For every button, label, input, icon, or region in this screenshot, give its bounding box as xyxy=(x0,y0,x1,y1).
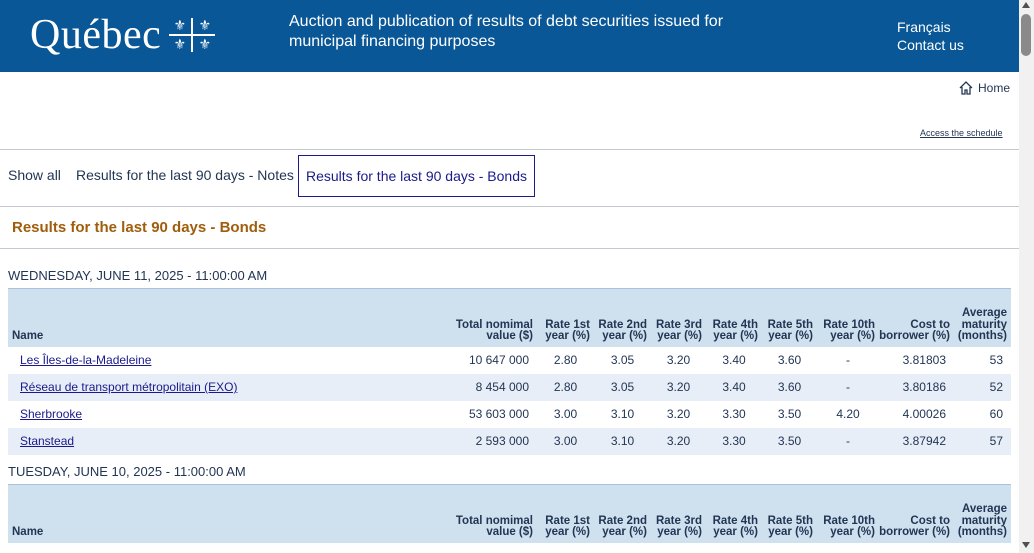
fleur-de-lis-flag-icon: ⚜ ⚜ ⚜ ⚜ xyxy=(169,18,216,52)
cell-cost: 3.80186 xyxy=(879,373,954,401)
cell-cost: 4.00026 xyxy=(902,407,946,421)
issuer-cell: Réseau de transport métropolitain (EXO) xyxy=(8,373,433,401)
table-row: Les Îles-de-la-Madeleine 10 647 000 2.80 3.… xyxy=(8,347,1011,374)
cell-r10: - xyxy=(846,353,850,367)
table-row: Réseau de transport métropolitain (EXO) 8… xyxy=(8,373,1011,401)
auction-date-heading: TUESDAY, JUNE 10, 2025 - 11:00:00 AM xyxy=(8,464,246,479)
table-row: Stanstead 2 593 000 3.00 3.10 3.20 3.30 3.50-3… xyxy=(8,427,1011,455)
cell-r4: 3.40 xyxy=(722,353,746,367)
column-header-r10: Rate 10th year (%) xyxy=(817,484,879,543)
cell-avg: 60 xyxy=(989,407,1003,421)
cell-total: 53 603 000 xyxy=(468,407,529,421)
cell-avg: 57 xyxy=(954,427,1011,455)
header-links: Français Contact us xyxy=(897,18,964,54)
cell-r10: 4.20 xyxy=(836,407,860,421)
column-header-total: Total nomimal value ($) xyxy=(433,288,537,347)
bonds-results-table: Name Total nomimal value ($) Rate 1st year… xyxy=(8,288,1011,455)
cell-r2: 3.05 xyxy=(594,373,651,401)
column-header-r2: Rate 2nd year (%) xyxy=(594,288,651,347)
site-title: Auction and publication of results of de… xyxy=(289,13,724,50)
cell-r4: 3.40 xyxy=(706,373,762,401)
column-header-r1: Rate 1st year (%) xyxy=(537,288,594,347)
cell-r5: 3.50 xyxy=(777,407,802,421)
cell-r3: 3.20 xyxy=(651,373,706,401)
table-header-row: Name Total nomimal value ($) Rate 1st year… xyxy=(8,288,1011,347)
home-icon xyxy=(959,81,973,95)
cell-r4: 3.30 xyxy=(722,407,746,421)
vertical-scrollbar[interactable] xyxy=(1019,0,1034,553)
logo-wordmark: Québec xyxy=(30,12,162,58)
cell-r5: 3.60 xyxy=(777,353,802,367)
column-header-r1: Rate 1st year (%) xyxy=(537,484,594,543)
scroll-thumb[interactable] xyxy=(1021,14,1031,56)
cell-r5: 3.50 xyxy=(762,427,817,455)
language-link[interactable]: Français xyxy=(897,19,951,35)
section-title: Results for the last 90 days - Bonds xyxy=(12,219,267,236)
table-header-row: Name Total nomimal value ($) Rate 1st year… xyxy=(8,484,1011,543)
site-header: Québec ⚜ ⚜ ⚜ ⚜ Auction and publication o… xyxy=(0,0,1019,72)
cell-r2: 3.05 xyxy=(610,353,635,367)
home-link[interactable]: Home xyxy=(958,80,1010,96)
issuer-cell: Stanstead xyxy=(8,427,433,455)
column-header-r10: Rate 10th year (%) xyxy=(817,288,879,347)
issuer-link[interactable]: Sherbrooke xyxy=(20,407,83,421)
cell-r10: - xyxy=(817,427,879,455)
cell-r4: 3.30 xyxy=(706,427,762,455)
cell-r2: 3.10 xyxy=(610,407,635,421)
schedule-link[interactable]: Access the schedule xyxy=(920,128,1003,138)
table-row: Sherbrooke 53 603 000 3.00 3.10 3.20 3.30 3.50… xyxy=(8,401,1011,428)
bonds-results-table: Name Total nomimal value ($) Rate 1st year… xyxy=(8,484,1011,543)
home-label: Home xyxy=(978,81,1011,95)
cell-r10: - xyxy=(817,373,879,401)
column-header-r5: Rate 5th year (%) xyxy=(762,484,817,543)
column-header-cost: Cost to borrower (%) xyxy=(879,288,954,347)
tab-bar: Show all Results for the last 90 days - … xyxy=(0,149,1019,207)
column-header-avg: Average maturity (months) xyxy=(954,288,1011,347)
cell-r3: 3.20 xyxy=(666,353,691,367)
column-header-r3: Rate 3rd year (%) xyxy=(651,484,706,543)
scroll-down-icon[interactable] xyxy=(1022,542,1030,548)
cell-total: 8 454 000 xyxy=(433,373,537,401)
column-header-r5: Rate 5th year (%) xyxy=(762,288,817,347)
column-header-name: Name xyxy=(8,288,433,347)
column-header-avg: Average maturity (months) xyxy=(954,484,1011,543)
column-header-r2: Rate 2nd year (%) xyxy=(594,484,651,543)
column-header-total: Total nomimal value ($) xyxy=(433,484,537,543)
quebec-logo[interactable]: Québec ⚜ ⚜ ⚜ ⚜ xyxy=(30,10,216,60)
scroll-up-icon[interactable] xyxy=(1022,2,1030,8)
auction-date-heading: WEDNESDAY, JUNE 11, 2025 - 11:00:00 AM xyxy=(8,268,268,283)
tab-show-all[interactable]: Show all xyxy=(8,167,61,183)
tab-notes[interactable]: Results for the last 90 days - Notes xyxy=(76,167,294,183)
column-header-r4: Rate 4th year (%) xyxy=(706,484,762,543)
cell-cost: 3.81803 xyxy=(902,353,946,367)
issuer-cell: Sherbrooke xyxy=(8,401,433,428)
cell-avg: 52 xyxy=(954,373,1011,401)
issuer-cell: Les Îles-de-la-Madeleine xyxy=(8,347,433,374)
cell-r1: 2.80 xyxy=(553,353,578,367)
cell-r1: 2.80 xyxy=(537,373,594,401)
issuer-link[interactable]: Stanstead xyxy=(20,434,75,448)
issuer-link[interactable]: Réseau de transport métropolitain (EXO) xyxy=(20,380,238,394)
contact-link[interactable]: Contact us xyxy=(897,37,964,53)
cell-total: 10 647 000 xyxy=(468,353,529,367)
cell-r1: 3.00 xyxy=(537,427,594,455)
cell-r5: 3.60 xyxy=(762,373,817,401)
tab-bonds[interactable]: Results for the last 90 days - Bonds xyxy=(298,155,535,197)
cell-r3: 3.20 xyxy=(666,407,691,421)
issuer-link[interactable]: Les Îles-de-la-Madeleine xyxy=(20,353,152,367)
cell-avg: 53 xyxy=(989,353,1003,367)
divider xyxy=(0,248,1019,249)
column-header-r3: Rate 3rd year (%) xyxy=(651,288,706,347)
cell-cost: 3.87942 xyxy=(879,427,954,455)
cell-r1: 3.00 xyxy=(553,407,578,421)
column-header-cost: Cost to borrower (%) xyxy=(879,484,954,543)
cell-r2: 3.10 xyxy=(594,427,651,455)
cell-r3: 3.20 xyxy=(651,427,706,455)
column-header-r4: Rate 4th year (%) xyxy=(706,288,762,347)
cell-total: 2 593 000 xyxy=(433,427,537,455)
column-header-name: Name xyxy=(8,484,433,543)
